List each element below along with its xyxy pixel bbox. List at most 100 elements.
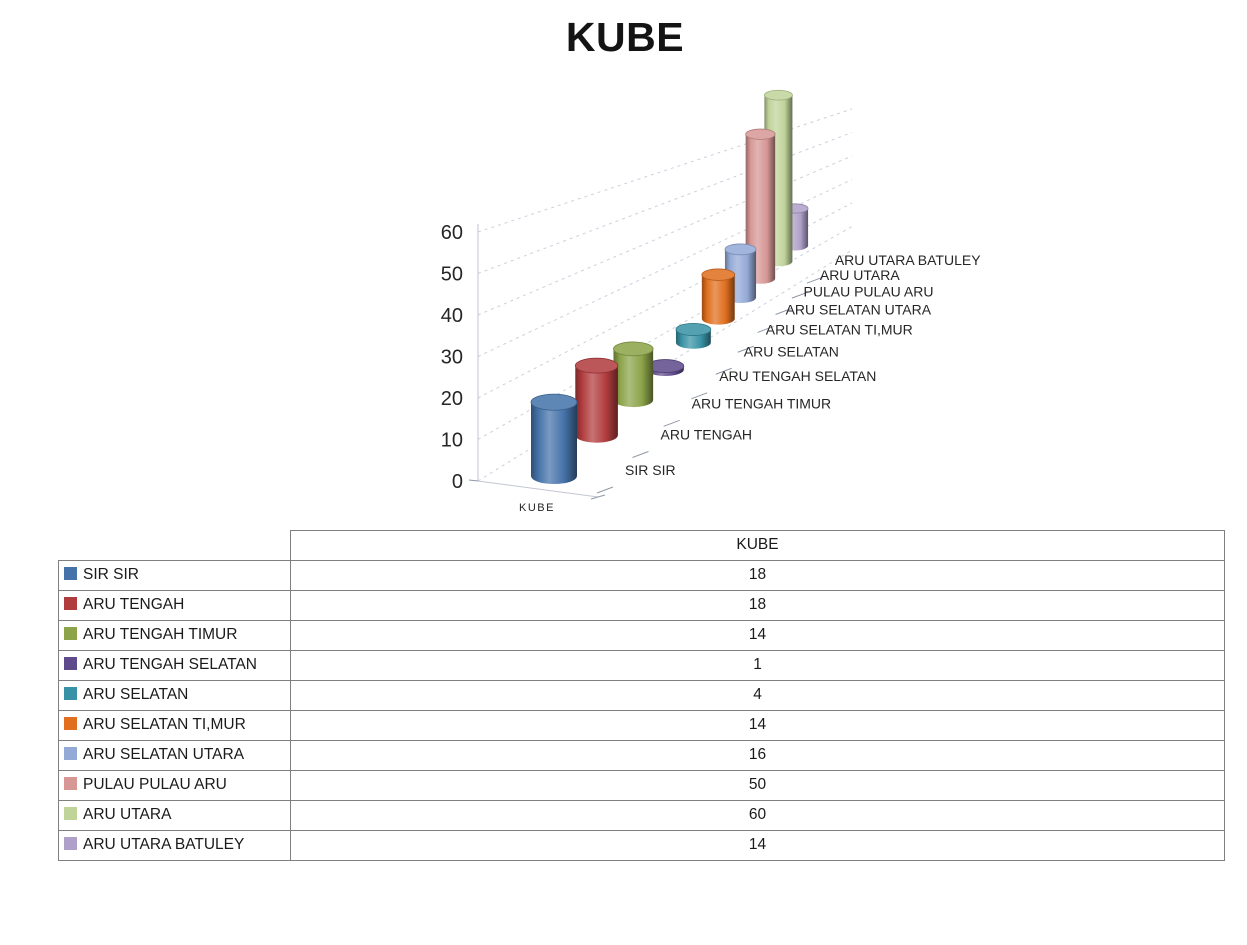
table-row: ARU UTARA 60 xyxy=(58,799,1225,831)
legend-cell: SIR SIR xyxy=(58,559,291,591)
table-header-row: KUBE xyxy=(59,530,1225,561)
category-tick-start xyxy=(590,494,606,500)
legend-cell: ARU TENGAH xyxy=(58,589,291,621)
y-axis-label-20: 20 xyxy=(441,388,463,410)
legend-swatch xyxy=(64,687,77,700)
legend-swatch xyxy=(64,777,77,790)
cylinder-side xyxy=(613,348,654,408)
legend-swatch xyxy=(64,717,77,730)
row-value: 1 xyxy=(290,649,1225,681)
chart-title: KUBE xyxy=(565,14,685,60)
category-label-aru-utara: ARU UTARA xyxy=(820,267,901,283)
row-label: ARU SELATAN TI,MUR xyxy=(83,716,246,733)
cylinder-side xyxy=(575,365,618,443)
table-row: SIR SIR 18 xyxy=(58,559,1225,591)
cylinder-aru-selatan-ti-mur xyxy=(701,268,736,325)
category-tick-aru-selatan-ti-mur xyxy=(737,345,754,353)
table-row: ARU UTARA BATULEY 14 xyxy=(58,829,1225,861)
y-axis-label-60: 60 xyxy=(441,222,463,244)
data-table: KUBE SIR SIR 18 ARU TENGAH 18 ARU TENGAH TIM… xyxy=(58,530,1225,861)
legend-cell: ARU UTARA xyxy=(58,799,291,831)
table-row: ARU TENGAH TIMUR 14 xyxy=(58,619,1225,651)
legend-cell: ARU TENGAH TIMUR xyxy=(58,619,291,651)
row-label: PULAU PULAU ARU xyxy=(83,776,227,793)
category-label-aru-tengah-selatan: ARU TENGAH SELATAN xyxy=(719,368,876,384)
category-label-aru-selatan-utara: ARU SELATAN UTARA xyxy=(786,301,932,317)
cylinder-top xyxy=(724,243,757,256)
series-axis-label: KUBE xyxy=(519,502,555,514)
category-tick-aru-utara xyxy=(791,291,809,299)
floor-front-edge xyxy=(477,480,599,498)
cylinder-sir-sir xyxy=(530,393,578,485)
y-axis-label-40: 40 xyxy=(441,305,463,327)
category-label-aru-selatan-ti-mur: ARU SELATAN TI,MUR xyxy=(766,321,913,337)
category-label-sir-sir: SIR SIR xyxy=(625,462,676,478)
row-value: 18 xyxy=(290,589,1225,621)
value-axis-tick xyxy=(468,479,479,482)
category-tick-aru-selatan xyxy=(715,367,732,375)
row-value: 14 xyxy=(290,619,1225,651)
row-label: ARU SELATAN xyxy=(83,686,189,703)
row-label: ARU SELATAN UTARA xyxy=(83,746,245,763)
cylinder-top xyxy=(745,128,776,140)
cylinder-aru-tengah-selatan xyxy=(646,359,685,377)
cylinder-top xyxy=(530,393,578,411)
y-axis-label-30: 30 xyxy=(441,347,463,369)
cylinder-top xyxy=(701,268,736,281)
y-axis-label-0: 0 xyxy=(452,471,463,493)
row-label: ARU UTARA xyxy=(83,806,172,823)
table-corner-cell xyxy=(59,531,291,561)
legend-swatch xyxy=(64,837,77,850)
row-value: 16 xyxy=(290,739,1225,771)
legend-cell: ARU TENGAH SELATAN xyxy=(58,649,291,681)
category-label-aru-utara-batuley: ARU UTARA BATULEY xyxy=(835,252,981,268)
table-row: ARU SELATAN UTARA 16 xyxy=(58,739,1225,771)
category-tick-aru-utara-batuley xyxy=(806,276,823,284)
table-row: ARU TENGAH 18 xyxy=(58,589,1225,621)
row-label: ARU TENGAH TIMUR xyxy=(83,626,238,643)
legend-swatch xyxy=(64,747,77,760)
row-label: SIR SIR xyxy=(83,566,139,583)
category-tick-pulau-pulau-aru xyxy=(775,308,792,315)
gridline-60 xyxy=(477,108,853,233)
cylinder-aru-selatan xyxy=(675,322,712,349)
category-tick-sir-sir xyxy=(596,486,614,494)
legend-cell: PULAU PULAU ARU xyxy=(58,769,291,801)
legend-cell: ARU SELATAN TI,MUR xyxy=(58,709,291,741)
row-value: 14 xyxy=(290,709,1225,741)
table-row: PULAU PULAU ARU 50 xyxy=(58,769,1225,801)
legend-cell: ARU UTARA BATULEY xyxy=(58,829,291,861)
category-label-aru-tengah-timur: ARU TENGAH TIMUR xyxy=(692,395,832,411)
row-value: 14 xyxy=(290,829,1225,861)
table-row: ARU TENGAH SELATAN 1 xyxy=(58,649,1225,681)
category-tick-aru-selatan-utara xyxy=(757,325,774,333)
category-label-aru-tengah: ARU TENGAH xyxy=(661,426,753,442)
gridline-50 xyxy=(477,132,853,274)
row-label: ARU UTARA BATULEY xyxy=(83,836,245,853)
cylinder-top xyxy=(613,341,654,357)
cylinder-aru-tengah xyxy=(574,357,619,443)
category-tick-aru-tengah-timur xyxy=(663,419,680,427)
row-label: ARU TENGAH xyxy=(83,596,185,613)
legend-swatch xyxy=(64,657,77,670)
legend-swatch xyxy=(64,807,77,820)
cylinder-side xyxy=(531,402,577,485)
y-axis-label-50: 50 xyxy=(441,264,463,286)
cylinder-side xyxy=(701,274,735,325)
row-label: ARU TENGAH SELATAN xyxy=(83,656,257,673)
y-axis-label-10: 10 xyxy=(441,430,463,452)
legend-swatch xyxy=(64,567,77,580)
cylinder-top xyxy=(574,357,619,374)
legend-swatch xyxy=(64,627,77,640)
row-value: 50 xyxy=(290,769,1225,801)
legend-cell: ARU SELATAN UTARA xyxy=(58,739,291,771)
row-value: 4 xyxy=(290,679,1225,711)
row-value: 60 xyxy=(290,799,1225,831)
cylinder-top xyxy=(675,322,712,336)
category-label-pulau-pulau-aru: PULAU PULAU ARU xyxy=(804,283,934,299)
table-row: ARU SELATAN 4 xyxy=(58,679,1225,711)
legend-cell: ARU SELATAN xyxy=(58,679,291,711)
table-header-cell: KUBE xyxy=(290,530,1225,561)
